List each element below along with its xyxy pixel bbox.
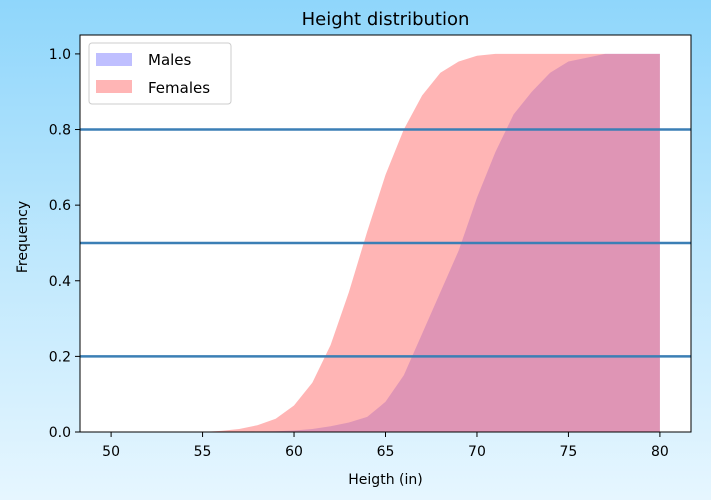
x-tick-label: 75 <box>560 444 578 460</box>
y-tick-label: 0.6 <box>49 198 71 214</box>
x-tick-label: 70 <box>468 444 486 460</box>
legend-swatch-males <box>96 53 132 66</box>
y-axis-label: Frequency <box>15 201 31 273</box>
x-tick-label: 50 <box>102 444 120 460</box>
y-tick-label: 0.0 <box>49 425 71 441</box>
y-tick-label: 0.8 <box>49 123 71 139</box>
legend: Males Females <box>88 42 232 105</box>
y-tick-label: 1.0 <box>49 47 71 63</box>
chart-title: Height distribution <box>302 9 470 30</box>
x-tick-label: 55 <box>194 444 212 460</box>
x-tick-label: 60 <box>285 444 303 460</box>
y-tick-label: 0.4 <box>49 274 71 290</box>
x-tick-label: 80 <box>651 444 669 460</box>
x-tick-label: 65 <box>377 444 395 460</box>
legend-swatch-females <box>96 80 132 93</box>
x-axis-label: Heigth (in) <box>348 472 422 488</box>
legend-label-males: Males <box>148 51 192 69</box>
y-tick-label: 0.2 <box>49 349 71 365</box>
legend-label-females: Females <box>148 79 210 97</box>
